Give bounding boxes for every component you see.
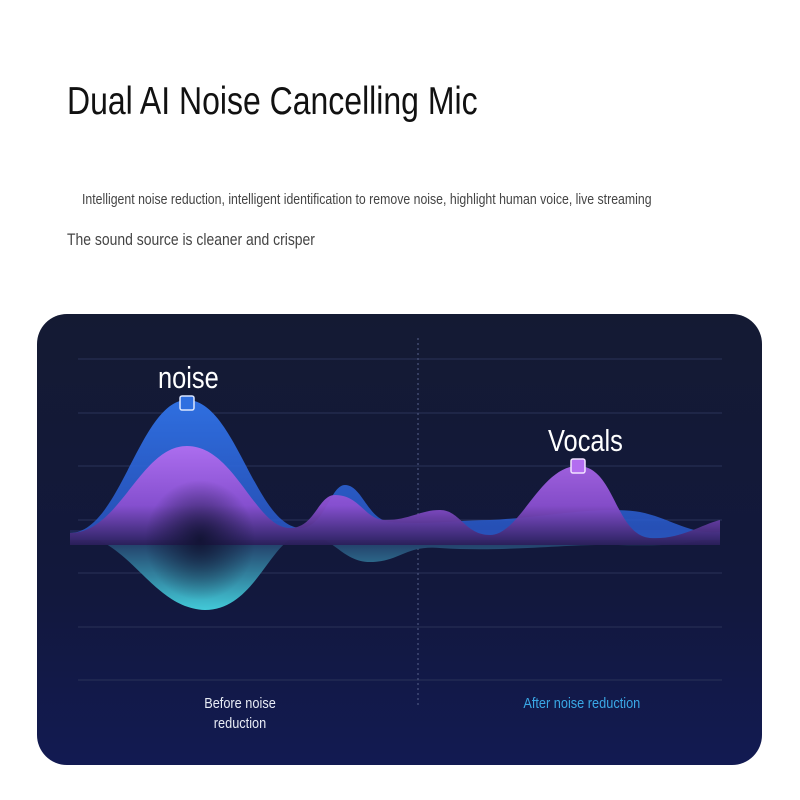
before-label-text: Before noise reduction bbox=[204, 695, 276, 732]
after-label-text: After noise reduction bbox=[523, 695, 641, 712]
noise-label-text: noise bbox=[158, 360, 219, 395]
vocals-label: Vocals bbox=[548, 423, 639, 459]
subtitle-text-1: Intelligent noise reduction, intelligent… bbox=[82, 191, 652, 208]
noise-comparison-graphic: noise Vocals Before noise reduction Afte… bbox=[37, 314, 762, 765]
subtitle-line-2: The sound source is cleaner and crisper bbox=[67, 230, 369, 250]
waveform-illustration bbox=[70, 338, 722, 708]
subtitle-line-1: Intelligent noise reduction, intelligent… bbox=[82, 191, 777, 208]
after-label: After noise reduction bbox=[512, 694, 652, 714]
vocals-peak-marker bbox=[570, 458, 586, 474]
noise-label: noise bbox=[158, 360, 232, 396]
title-text: Dual AI Noise Cancelling Mic bbox=[67, 80, 478, 123]
vocals-label-text: Vocals bbox=[548, 423, 623, 458]
subtitle-text-2: The sound source is cleaner and crisper bbox=[67, 230, 315, 249]
page-title: Dual AI Noise Cancelling Mic bbox=[67, 80, 568, 124]
noise-peak-marker bbox=[179, 395, 195, 411]
wave-shadow bbox=[145, 480, 255, 600]
before-label: Before noise reduction bbox=[170, 694, 310, 734]
